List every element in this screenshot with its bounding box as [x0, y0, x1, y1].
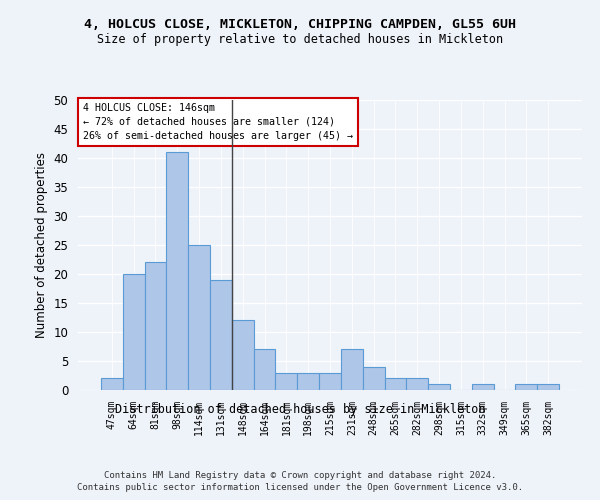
Bar: [341, 350, 363, 390]
Bar: [188, 245, 210, 390]
Text: Distribution of detached houses by size in Mickleton: Distribution of detached houses by size …: [115, 402, 485, 415]
Bar: [275, 372, 297, 390]
Bar: [385, 378, 406, 390]
Bar: [537, 384, 559, 390]
Bar: [363, 367, 385, 390]
Bar: [254, 350, 275, 390]
Bar: [515, 384, 537, 390]
Y-axis label: Number of detached properties: Number of detached properties: [35, 152, 48, 338]
Bar: [406, 378, 428, 390]
Text: Contains public sector information licensed under the Open Government Licence v3: Contains public sector information licen…: [77, 484, 523, 492]
Bar: [232, 320, 254, 390]
Bar: [428, 384, 450, 390]
Text: 4, HOLCUS CLOSE, MICKLETON, CHIPPING CAMPDEN, GL55 6UH: 4, HOLCUS CLOSE, MICKLETON, CHIPPING CAM…: [84, 18, 516, 30]
Bar: [145, 262, 166, 390]
Text: Contains HM Land Registry data © Crown copyright and database right 2024.: Contains HM Land Registry data © Crown c…: [104, 471, 496, 480]
Bar: [166, 152, 188, 390]
Bar: [319, 372, 341, 390]
Bar: [297, 372, 319, 390]
Bar: [472, 384, 494, 390]
Text: Size of property relative to detached houses in Mickleton: Size of property relative to detached ho…: [97, 32, 503, 46]
Bar: [210, 280, 232, 390]
Bar: [123, 274, 145, 390]
Text: 4 HOLCUS CLOSE: 146sqm
← 72% of detached houses are smaller (124)
26% of semi-de: 4 HOLCUS CLOSE: 146sqm ← 72% of detached…: [83, 103, 353, 141]
Bar: [101, 378, 123, 390]
